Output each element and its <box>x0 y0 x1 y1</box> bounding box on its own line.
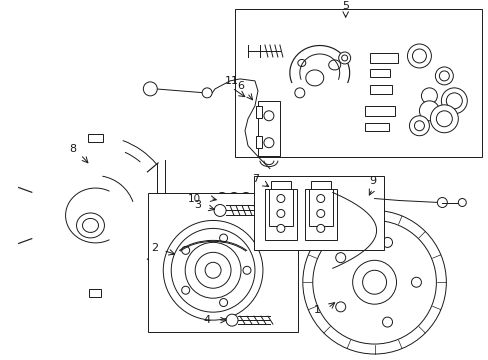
Bar <box>304 189 336 240</box>
Circle shape <box>143 82 157 96</box>
Circle shape <box>225 314 238 326</box>
Circle shape <box>302 211 446 354</box>
Bar <box>270 181 290 189</box>
Circle shape <box>316 210 324 217</box>
Text: 10: 10 <box>187 194 200 203</box>
Circle shape <box>163 220 263 320</box>
Text: 7: 7 <box>252 174 259 184</box>
Circle shape <box>294 88 304 98</box>
Circle shape <box>434 67 452 85</box>
Bar <box>87 134 103 142</box>
Text: 6: 6 <box>237 81 244 91</box>
Circle shape <box>441 88 467 114</box>
Bar <box>369 85 391 94</box>
Circle shape <box>362 270 386 294</box>
Circle shape <box>182 286 189 294</box>
Circle shape <box>312 220 435 344</box>
Text: 2: 2 <box>150 243 158 253</box>
Circle shape <box>264 138 273 148</box>
Circle shape <box>219 234 227 242</box>
Bar <box>268 189 292 226</box>
Circle shape <box>421 88 436 104</box>
Circle shape <box>219 298 227 306</box>
Circle shape <box>214 204 225 216</box>
Text: 5: 5 <box>342 1 348 11</box>
Circle shape <box>195 252 230 288</box>
Circle shape <box>202 88 212 98</box>
Circle shape <box>341 55 347 61</box>
Circle shape <box>382 238 392 247</box>
Circle shape <box>435 111 451 127</box>
Circle shape <box>264 111 273 121</box>
Bar <box>89 289 101 297</box>
Bar <box>369 53 397 63</box>
Bar <box>255 136 262 148</box>
Circle shape <box>410 277 421 287</box>
Bar <box>148 193 297 332</box>
Circle shape <box>335 302 345 312</box>
Circle shape <box>338 52 350 64</box>
Bar <box>310 181 330 189</box>
Circle shape <box>414 121 424 131</box>
Circle shape <box>407 44 430 68</box>
Circle shape <box>276 210 285 217</box>
Text: 8: 8 <box>69 144 76 154</box>
Circle shape <box>352 260 396 304</box>
Bar <box>364 123 388 131</box>
Circle shape <box>243 266 250 274</box>
Circle shape <box>382 317 392 327</box>
Text: 1: 1 <box>314 305 321 315</box>
Bar <box>255 106 262 118</box>
Circle shape <box>276 194 285 203</box>
Circle shape <box>204 262 221 278</box>
Circle shape <box>182 246 189 255</box>
Circle shape <box>185 242 241 298</box>
Circle shape <box>335 253 345 263</box>
Text: 4: 4 <box>203 315 210 325</box>
Circle shape <box>316 224 324 233</box>
Bar <box>264 189 296 240</box>
Circle shape <box>429 105 457 133</box>
Bar <box>308 189 332 226</box>
Circle shape <box>439 71 448 81</box>
Text: 11: 11 <box>224 76 239 86</box>
Bar <box>364 106 394 116</box>
Bar <box>369 69 389 77</box>
Bar <box>253 176 383 250</box>
Circle shape <box>316 194 324 203</box>
Circle shape <box>436 198 447 207</box>
Circle shape <box>411 49 426 63</box>
Circle shape <box>446 93 461 109</box>
Circle shape <box>408 116 428 136</box>
Circle shape <box>419 101 439 121</box>
Bar <box>235 9 481 157</box>
Circle shape <box>457 198 466 207</box>
Bar <box>258 101 279 156</box>
Circle shape <box>276 224 285 233</box>
Text: 3: 3 <box>194 201 201 211</box>
Text: 9: 9 <box>368 176 375 185</box>
Circle shape <box>171 229 254 312</box>
